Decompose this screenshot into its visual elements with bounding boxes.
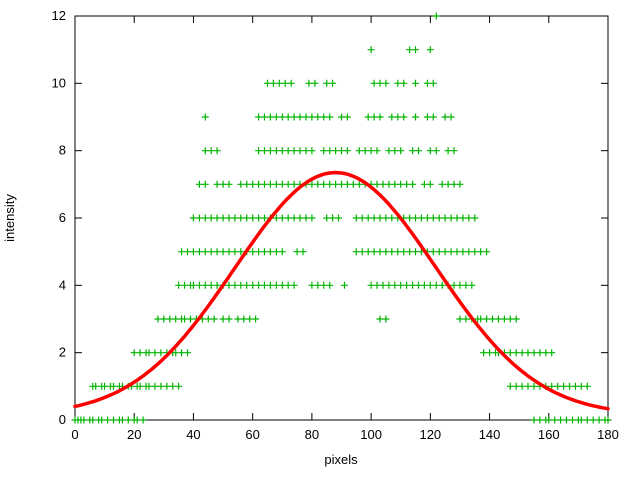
y-tick-label: 6 [59,210,66,225]
x-axis-label: pixels [324,452,358,467]
y-tick-label: 0 [59,412,66,427]
x-tick-label: 140 [479,427,501,442]
fit-curve [73,170,610,411]
x-tick-label: 60 [245,427,259,442]
x-tick-label: 120 [419,427,441,442]
y-tick-label: 12 [52,8,66,23]
x-tick-label: 0 [71,427,78,442]
x-tick-label: 180 [597,427,619,442]
plot-area: 0 20 40 60 80 100 120 140 160 180 0 2 4 6 8 10 12 [52,8,619,442]
y-tick-label: 8 [59,143,66,158]
x-tick-label: 20 [127,427,141,442]
y-tick-label: 10 [52,75,66,90]
x-tick-label: 40 [186,427,200,442]
y-tick-label: 2 [59,345,66,360]
x-tick-label: 160 [538,427,560,442]
x-tick-label: 100 [360,427,382,442]
x-tick-label: 80 [305,427,319,442]
scatter-points [71,12,612,424]
y-tick-label: 4 [59,277,66,292]
y-axis-label: intensity [2,194,17,242]
